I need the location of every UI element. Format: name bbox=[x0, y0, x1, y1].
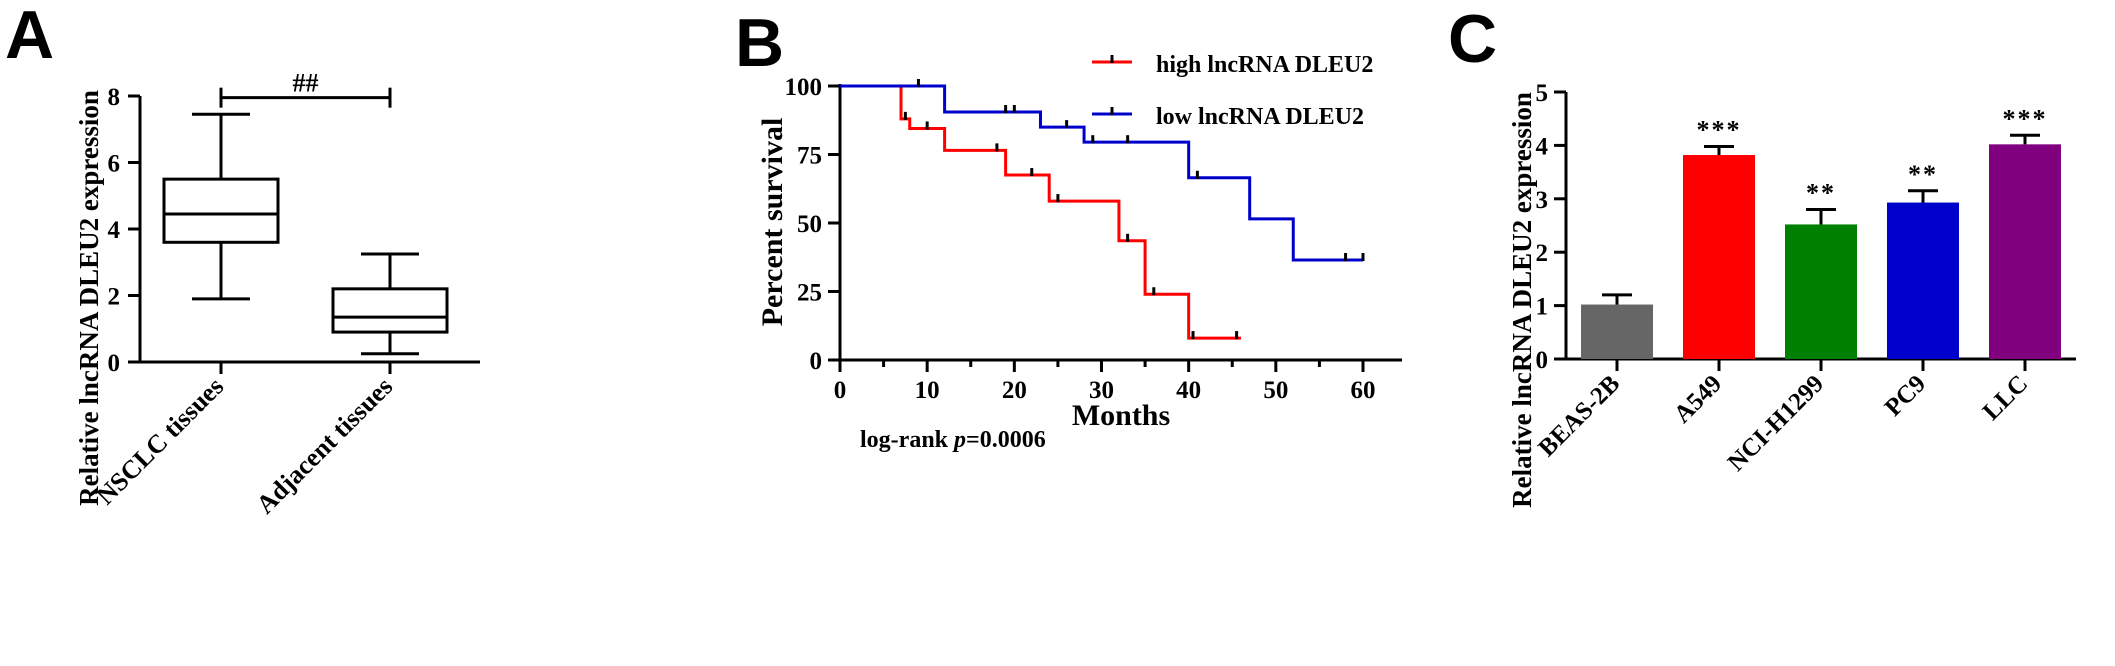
x-tick-label: NCI-H1299 bbox=[1723, 370, 1829, 476]
bar-nci-h1299 bbox=[1785, 224, 1857, 359]
bar-chart-panel: Relative lncRNA DLEU2 expression 0 1 2 3 4 5 B… bbox=[1507, 80, 2076, 508]
bar-a549 bbox=[1683, 155, 1755, 359]
x-tick-label: BEAS-2B bbox=[1533, 370, 1625, 462]
survival-marks bbox=[840, 79, 1365, 340]
x-tick-label: 60 bbox=[1351, 377, 1376, 404]
y-tick-label: 8 bbox=[108, 84, 121, 111]
y-tick-label: 0 bbox=[1536, 347, 1549, 374]
panel-label-b: B bbox=[735, 5, 784, 81]
box-plot-axes: 0 2 4 6 8 NSCLC tissues Adjacent tissues bbox=[91, 84, 480, 519]
bar-chart-y-axis-title: Relative lncRNA DLEU2 expression bbox=[1507, 92, 1537, 508]
survival-axes: 0 25 50 75 100 0 10 20 30 40 50 60 bbox=[785, 74, 1402, 404]
y-tick-label: 3 bbox=[1536, 187, 1549, 214]
x-tick-label: A549 bbox=[1669, 370, 1727, 428]
legend-label-low: low lncRNA DLEU2 bbox=[1156, 104, 1364, 130]
significance-label: ## bbox=[293, 69, 319, 98]
box-plot-y-axis-title: Relative lncRNA DLEU2 expression bbox=[74, 90, 104, 506]
x-tick-label: NSCLC tissues bbox=[91, 372, 230, 511]
y-tick-label: 50 bbox=[797, 211, 822, 238]
box-iqr bbox=[331, 287, 449, 334]
x-tick-label: Adjacent tissues bbox=[251, 372, 399, 520]
bar-pc9 bbox=[1887, 202, 1959, 359]
legend-label-high: high lncRNA DLEU2 bbox=[1156, 52, 1373, 78]
y-tick-label: 75 bbox=[797, 143, 822, 170]
y-tick-label: 4 bbox=[108, 217, 121, 244]
x-tick-label: PC9 bbox=[1880, 370, 1931, 421]
y-tick-label: 2 bbox=[108, 284, 121, 311]
survival-legend: high lncRNA DLEU2 low lncRNA DLEU2 bbox=[1092, 52, 1373, 130]
survival-x-axis-title: Months bbox=[1072, 399, 1170, 432]
bar-chart-marks: ********** bbox=[1581, 104, 2061, 359]
y-tick-label: 4 bbox=[1536, 133, 1549, 160]
survival-line-low bbox=[840, 84, 1363, 262]
box-plot-marks: ## bbox=[162, 69, 449, 356]
x-tick-label: 0 bbox=[834, 377, 847, 404]
survival-y-axis-title: Percent survival bbox=[756, 118, 789, 327]
panel-label-a: A bbox=[5, 0, 54, 73]
box-plot-panel: Relative lncRNA DLEU2 expression 0 2 4 6 8 NS… bbox=[74, 69, 480, 519]
y-tick-label: 2 bbox=[1536, 240, 1549, 267]
significance-stars: ** bbox=[1908, 160, 1938, 189]
y-tick-label: 1 bbox=[1536, 294, 1549, 321]
x-tick-label: 50 bbox=[1263, 377, 1288, 404]
x-tick-label: 30 bbox=[1089, 377, 1114, 404]
y-tick-label: 6 bbox=[108, 151, 121, 178]
y-tick-label: 25 bbox=[797, 280, 822, 307]
box-iqr bbox=[162, 177, 280, 244]
significance-stars: ** bbox=[1806, 178, 1836, 207]
x-tick-label: 20 bbox=[1002, 377, 1027, 404]
significance-stars: *** bbox=[2003, 104, 2048, 133]
survival-plot-panel: Percent survival Months log-rank p=0.000… bbox=[756, 52, 1402, 453]
y-tick-label: 5 bbox=[1536, 80, 1549, 107]
x-tick-label: 40 bbox=[1176, 377, 1201, 404]
panel-label-c: C bbox=[1448, 1, 1497, 77]
y-tick-label: 0 bbox=[108, 350, 121, 377]
x-tick-label: LLC bbox=[1978, 370, 2033, 425]
x-tick-label: 10 bbox=[915, 377, 940, 404]
significance-stars: *** bbox=[1697, 115, 1742, 144]
log-rank-annotation: log-rank p=0.0006 bbox=[860, 427, 1046, 453]
bar-llc bbox=[1989, 144, 2061, 359]
y-tick-label: 0 bbox=[810, 348, 823, 375]
bar-beas-2b bbox=[1581, 304, 1653, 359]
y-tick-label: 100 bbox=[785, 74, 823, 101]
